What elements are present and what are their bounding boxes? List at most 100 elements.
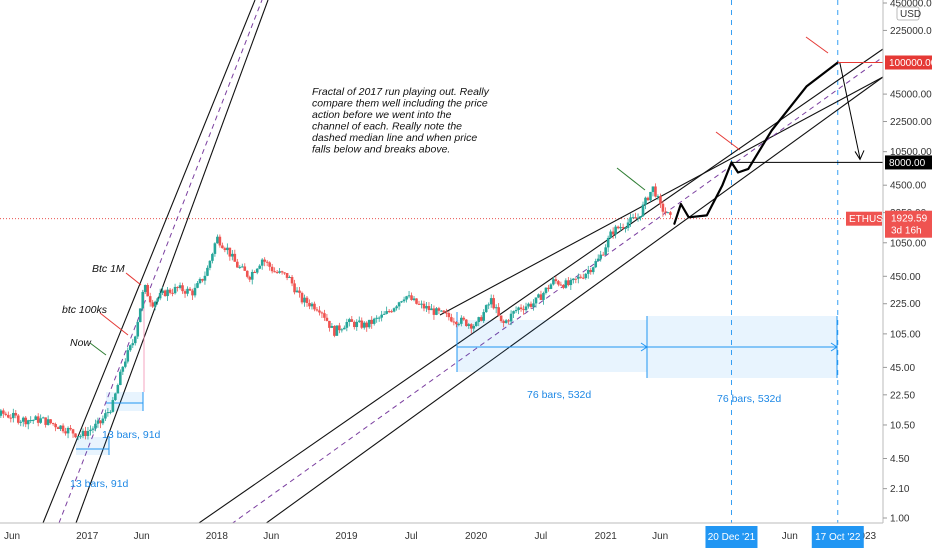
- candle-body: [51, 423, 55, 425]
- candle-body: [158, 293, 162, 299]
- candle-body: [596, 258, 600, 262]
- candle-body: [584, 273, 588, 279]
- candle-body: [474, 322, 478, 327]
- candle-body: [216, 236, 219, 244]
- candle: [201, 278, 204, 283]
- red-arrow-1: [715, 131, 741, 151]
- candle-body: [178, 285, 182, 288]
- candle: [634, 212, 637, 219]
- candle-body: [564, 280, 568, 288]
- candle-body: [402, 299, 406, 302]
- candle-body: [544, 287, 548, 293]
- candle-body: [171, 292, 174, 294]
- candle: [168, 288, 172, 295]
- candle-body: [71, 429, 75, 434]
- candle-body: [221, 245, 224, 249]
- annotation-layer: Fractal of 2017 run playing out. Reallyc…: [62, 86, 781, 490]
- candle: [338, 322, 341, 334]
- candle: [544, 287, 548, 295]
- candle-body: [352, 321, 356, 328]
- candle-body: [472, 326, 476, 329]
- candle: [497, 303, 500, 317]
- candle-body: [601, 254, 605, 256]
- candle-body: [313, 303, 316, 310]
- candle: [258, 264, 262, 270]
- candle-body: [646, 197, 650, 201]
- candle-body: [509, 313, 513, 322]
- candle-body: [69, 427, 72, 430]
- x-tick-label-2: Jun: [134, 531, 150, 542]
- candle: [305, 295, 309, 307]
- candle-body: [484, 305, 488, 313]
- candle: [34, 415, 37, 421]
- candle-body: [656, 196, 660, 198]
- candle-body: [193, 287, 197, 296]
- candle-body: [203, 275, 207, 281]
- candle: [651, 186, 655, 197]
- candle-body: [591, 267, 595, 273]
- candle: [193, 283, 197, 298]
- candle: [455, 321, 458, 328]
- candle-body: [487, 304, 490, 306]
- candle: [417, 300, 421, 305]
- candle-body: [325, 317, 329, 321]
- candle: [499, 315, 503, 323]
- candle: [639, 216, 642, 221]
- y-tick-label-12: 22.50: [890, 390, 915, 401]
- candle: [392, 307, 396, 313]
- candle: [586, 265, 590, 279]
- candle: [357, 316, 361, 323]
- steep-channel-right: [75, 0, 269, 524]
- candle: [295, 287, 299, 293]
- candle-body: [310, 303, 314, 307]
- candle: [318, 306, 321, 316]
- candle-body: [260, 259, 264, 266]
- candle-body: [196, 283, 199, 288]
- candle: [397, 301, 401, 310]
- candle: [460, 315, 463, 327]
- candle: [223, 246, 227, 253]
- candle-body: [21, 417, 25, 422]
- candle: [163, 289, 167, 297]
- x-tick-label-5: 2019: [335, 531, 358, 542]
- candle: [616, 225, 620, 230]
- candle: [382, 311, 386, 315]
- candle-body: [186, 288, 189, 294]
- candle-body: [64, 431, 67, 434]
- candle: [29, 416, 33, 424]
- candle-body: [218, 236, 222, 246]
- y-tick-label-10: 105.00: [890, 329, 921, 340]
- candle: [469, 323, 473, 334]
- candle: [335, 325, 339, 336]
- currency-box: [896, 6, 920, 21]
- candle: [265, 260, 269, 267]
- candle: [474, 321, 478, 327]
- candle: [621, 223, 625, 230]
- candle: [360, 317, 364, 330]
- candle: [233, 249, 237, 262]
- candle-body: [395, 306, 398, 309]
- candle-body: [594, 261, 598, 268]
- candle-body: [524, 306, 528, 311]
- channel-line-2: [439, 76, 884, 316]
- candle: [226, 243, 229, 255]
- candle-body: [191, 290, 194, 296]
- candle-body: [412, 298, 416, 301]
- candle-body: [168, 289, 172, 293]
- candle-body: [16, 415, 20, 423]
- candle-body: [138, 308, 142, 323]
- candle: [128, 344, 132, 352]
- red-arrow-4: [99, 312, 129, 336]
- candle: [601, 251, 605, 256]
- candle-body: [146, 285, 150, 297]
- candle: [619, 223, 622, 232]
- candle-body: [305, 297, 309, 303]
- candle-body: [61, 425, 65, 432]
- candle: [171, 288, 174, 297]
- candle: [355, 319, 359, 331]
- candle-body: [131, 343, 135, 346]
- candle-body: [614, 226, 617, 235]
- candle-body: [136, 322, 140, 337]
